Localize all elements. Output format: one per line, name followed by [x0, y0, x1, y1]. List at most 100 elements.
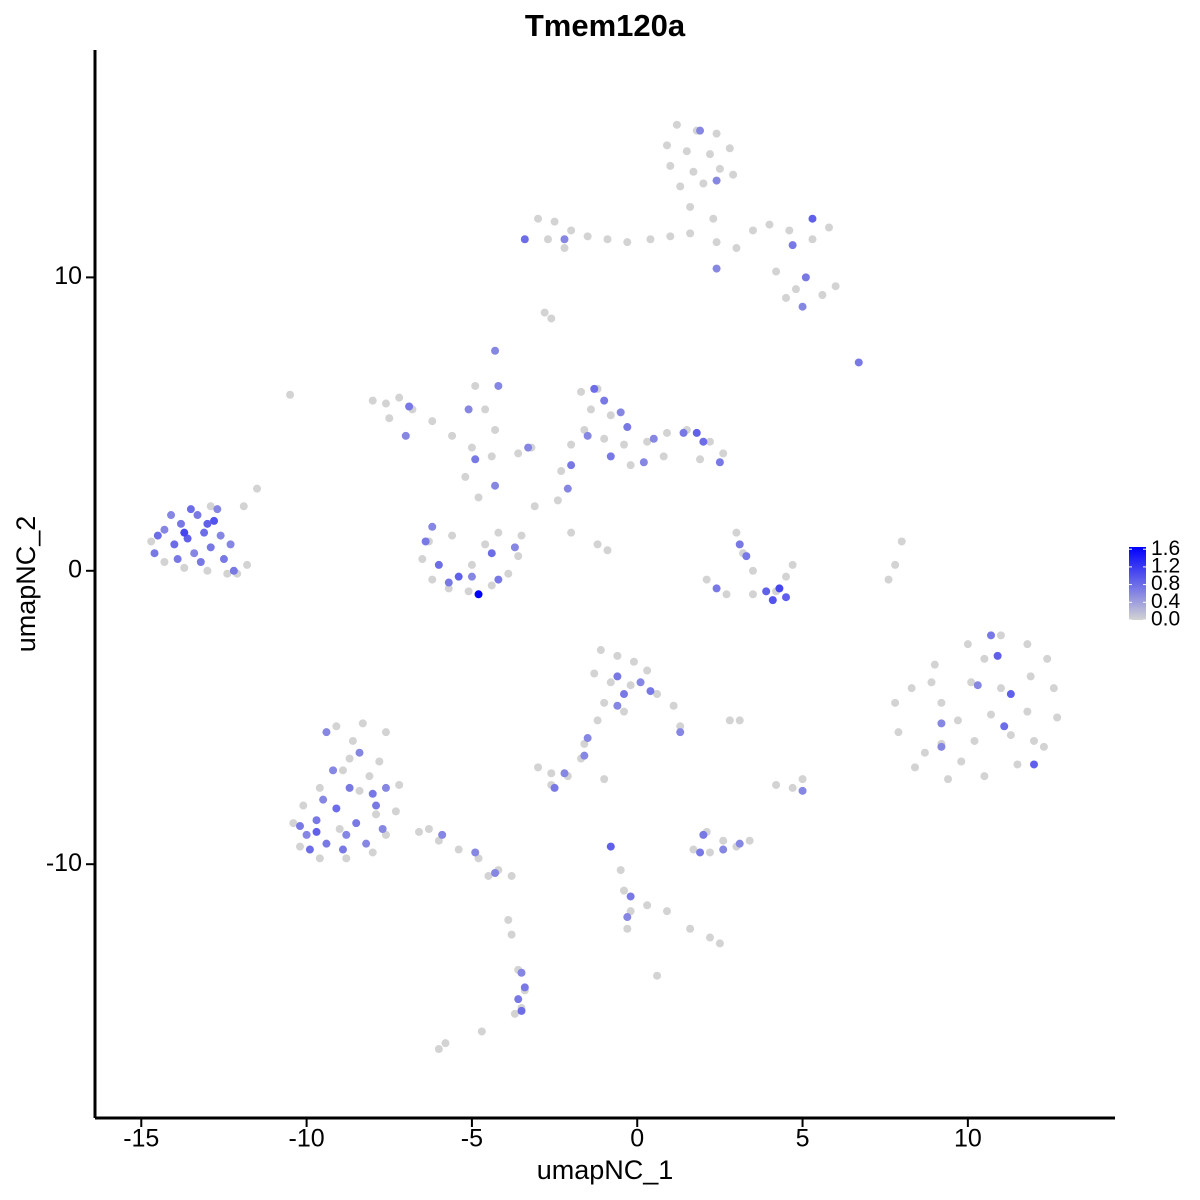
- point: [491, 869, 500, 878]
- point: [375, 757, 384, 766]
- point: [583, 734, 592, 743]
- point: [603, 235, 612, 244]
- point: [365, 772, 374, 781]
- point: [239, 502, 248, 511]
- point: [729, 170, 738, 179]
- y-tick-label: 0: [68, 555, 82, 583]
- point: [491, 346, 500, 355]
- point: [613, 651, 622, 660]
- point: [715, 939, 724, 948]
- point: [646, 235, 655, 244]
- point: [461, 472, 470, 481]
- point: [560, 244, 569, 253]
- point: [560, 235, 569, 244]
- point: [467, 443, 476, 452]
- point: [676, 182, 685, 191]
- point: [636, 678, 645, 687]
- point: [620, 440, 629, 449]
- point: [448, 531, 457, 540]
- point: [762, 587, 771, 596]
- point: [302, 830, 311, 839]
- point: [623, 913, 632, 922]
- point: [507, 871, 516, 880]
- point: [186, 505, 195, 514]
- point: [378, 824, 387, 833]
- chart-title: Tmem120a: [525, 8, 686, 43]
- point: [894, 728, 903, 737]
- point: [1006, 690, 1015, 699]
- point: [219, 555, 228, 564]
- point: [553, 496, 562, 505]
- point: [487, 549, 496, 558]
- point: [705, 150, 714, 159]
- point: [980, 654, 989, 663]
- point: [732, 528, 741, 537]
- point: [514, 995, 523, 1004]
- point: [454, 845, 463, 854]
- point: [206, 502, 215, 511]
- point: [696, 848, 705, 857]
- colorbar-label: 0.8: [1151, 572, 1180, 595]
- point: [686, 202, 695, 211]
- point: [669, 701, 678, 710]
- point: [368, 396, 377, 405]
- point: [196, 557, 205, 566]
- point: [715, 164, 724, 173]
- point: [676, 722, 685, 731]
- point: [372, 810, 381, 819]
- point: [686, 924, 695, 933]
- point: [1023, 640, 1032, 649]
- point: [705, 848, 714, 857]
- point: [768, 596, 777, 605]
- colorbar-label: 1.6: [1151, 537, 1180, 560]
- point: [444, 578, 453, 587]
- point: [543, 235, 552, 244]
- point: [362, 839, 371, 848]
- point: [342, 854, 351, 863]
- point: [742, 552, 751, 561]
- point: [534, 214, 543, 223]
- point: [540, 308, 549, 317]
- point: [957, 757, 966, 766]
- point: [355, 786, 364, 795]
- point: [401, 431, 410, 440]
- point: [322, 839, 331, 848]
- point: [421, 537, 430, 546]
- point: [206, 543, 215, 552]
- point: [970, 736, 979, 745]
- point: [765, 220, 774, 229]
- point: [567, 528, 576, 537]
- point: [348, 736, 357, 745]
- point: [980, 772, 989, 781]
- point: [481, 405, 490, 414]
- point: [434, 836, 443, 845]
- point: [514, 449, 523, 458]
- point: [715, 458, 724, 467]
- y-tick-label: 10: [54, 262, 82, 290]
- point: [444, 584, 453, 593]
- point: [491, 425, 500, 434]
- point: [891, 698, 900, 707]
- colorbar-label: 1.2: [1151, 554, 1180, 577]
- point: [170, 540, 179, 549]
- point: [699, 179, 708, 188]
- point: [586, 405, 595, 414]
- point: [312, 827, 321, 836]
- point: [345, 754, 354, 763]
- point: [600, 434, 609, 443]
- point: [315, 854, 324, 863]
- point: [286, 390, 295, 399]
- point: [891, 560, 900, 569]
- point: [993, 651, 1002, 660]
- point: [295, 842, 304, 851]
- point: [987, 710, 996, 719]
- point: [930, 660, 939, 669]
- point: [190, 549, 199, 558]
- x-tick-label: 5: [796, 1125, 810, 1153]
- point: [725, 144, 734, 153]
- point: [808, 214, 817, 223]
- point: [818, 290, 827, 299]
- point: [385, 414, 394, 423]
- point: [662, 907, 671, 916]
- point: [705, 933, 714, 942]
